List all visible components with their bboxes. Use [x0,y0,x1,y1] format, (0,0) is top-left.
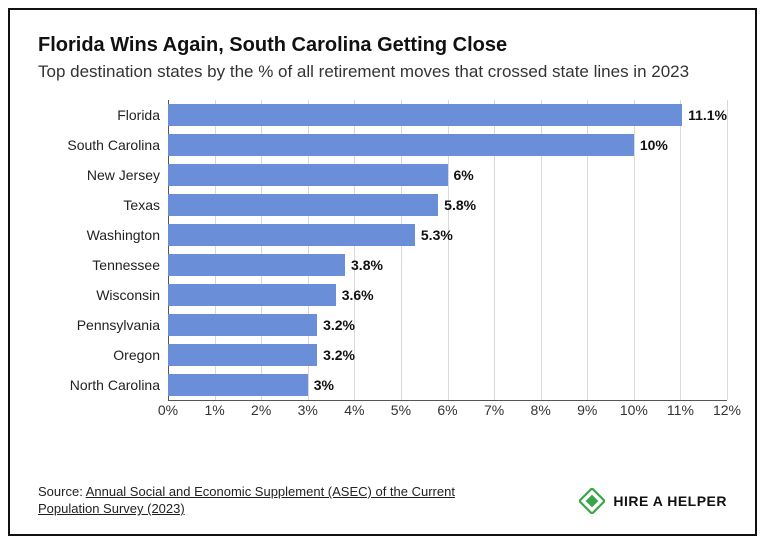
bar-rows: Florida 11.1% South Carolina 10% New Jersey 6… [38,100,727,400]
category-label: New Jersey [38,167,168,183]
category-label: Florida [38,107,168,123]
category-label: Texas [38,197,168,213]
x-tick: 4% [344,402,364,418]
bar-row: Texas 5.8% [38,190,727,220]
source-lead: Source: [38,484,86,499]
bar-row: Oregon 3.2% [38,340,727,370]
category-label: Washington [38,227,168,243]
value-label: 5.3% [421,227,453,243]
bar-row: Florida 11.1% [38,100,727,130]
value-label: 3.2% [323,317,355,333]
x-tick: 12% [713,402,741,418]
brand-text: HIRE A HELPER [613,493,727,509]
bar-row: Wisconsin 3.6% [38,280,727,310]
bar [168,254,345,276]
value-label: 11.1% [688,107,727,123]
bar [168,344,317,366]
bar-plot-area: 3.2% [168,340,727,370]
bar [168,224,415,246]
x-axis-line [168,400,727,401]
bar [168,194,438,216]
value-label: 3.6% [342,287,374,303]
value-label: 5.8% [444,197,476,213]
category-label: Wisconsin [38,287,168,303]
x-tick: 1% [204,402,224,418]
bar [168,134,634,156]
bar-plot-area: 5.8% [168,190,727,220]
x-tick: 5% [391,402,411,418]
bar-plot-area: 3.6% [168,280,727,310]
x-tick: 9% [577,402,597,418]
value-label: 3.8% [351,257,383,273]
x-tick: 2% [251,402,271,418]
x-tick: 7% [484,402,504,418]
bar-row: Pennsylvania 3.2% [38,310,727,340]
bar-plot-area: 3.2% [168,310,727,340]
bar-plot-area: 5.3% [168,220,727,250]
category-label: Pennsylvania [38,317,168,333]
category-label: Oregon [38,347,168,363]
x-tick: 10% [620,402,648,418]
x-tick: 6% [437,402,457,418]
category-label: Tennessee [38,257,168,273]
value-label: 6% [454,167,474,183]
bar-row: Tennessee 3.8% [38,250,727,280]
bar-chart: Florida 11.1% South Carolina 10% New Jersey 6… [38,100,727,470]
bar-row: North Carolina 3% [38,370,727,400]
value-label: 10% [640,137,668,153]
bar [168,284,336,306]
bar-plot-area: 3.8% [168,250,727,280]
value-label: 3.2% [323,347,355,363]
bar-row: South Carolina 10% [38,130,727,160]
x-axis: 0%1%2%3%4%5%6%7%8%9%10%11%12% [38,402,727,424]
chart-frame: Florida Wins Again, South Carolina Getti… [8,8,757,536]
x-tick: 11% [667,402,694,418]
footer: Source: Annual Social and Economic Suppl… [38,484,727,518]
x-tick: 3% [298,402,318,418]
category-label: North Carolina [38,377,168,393]
chart-subtitle: Top destination states by the % of all r… [38,61,727,82]
brand-logo: HIRE A HELPER [579,488,727,514]
bar-plot-area: 3% [168,370,727,400]
gridline [727,100,728,400]
value-label: 3% [314,377,334,393]
x-axis-ticks: 0%1%2%3%4%5%6%7%8%9%10%11%12% [168,402,727,424]
chart-title: Florida Wins Again, South Carolina Getti… [38,34,727,57]
x-tick: 0% [158,402,178,418]
bar [168,164,448,186]
bar [168,374,308,396]
bar-row: New Jersey 6% [38,160,727,190]
bar [168,314,317,336]
bar [168,104,682,126]
bar-plot-area: 10% [168,130,727,160]
category-label: South Carolina [38,137,168,153]
bar-plot-area: 11.1% [168,100,727,130]
source-link[interactable]: Annual Social and Economic Supplement (A… [38,484,455,516]
source-text: Source: Annual Social and Economic Suppl… [38,484,478,518]
x-tick: 8% [531,402,551,418]
bar-plot-area: 6% [168,160,727,190]
brand-icon [579,488,605,514]
bar-row: Washington 5.3% [38,220,727,250]
